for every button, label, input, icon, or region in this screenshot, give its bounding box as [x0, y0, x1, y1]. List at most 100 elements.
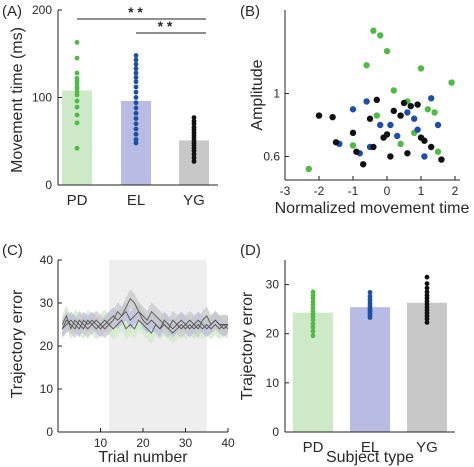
panel-a-point-el — [133, 121, 139, 127]
panel-a-point-el — [133, 84, 139, 90]
panel-b-point-yg — [315, 112, 323, 119]
panel-b-point-el — [434, 121, 442, 129]
panel-a-point-el — [133, 66, 139, 72]
panel-d-point-yg — [424, 320, 430, 325]
panel-b-y-axis-label: Amplitude — [249, 59, 266, 130]
panel-d-y-axis-label: Trajectory error — [239, 291, 256, 400]
panel-b-x-tick-label: 1 — [418, 184, 425, 198]
panel-d-point-yg — [424, 281, 430, 286]
panel-a-point-el — [133, 131, 139, 137]
panel-b-x-tick-label: -2 — [314, 184, 325, 198]
panel-b-point-yg — [353, 148, 360, 155]
panel-b-label: (B) — [240, 3, 260, 20]
panel-b-point-yg — [370, 143, 377, 151]
panel-d-point-pd — [310, 333, 316, 339]
panel-a-point-pd — [74, 98, 80, 104]
panel-b-point-pd — [448, 79, 455, 86]
panel-b-point-el — [363, 98, 370, 105]
panel-d-point-pd — [310, 321, 316, 327]
panel-b-y-tick-label: 1 — [273, 87, 280, 101]
panel-a-y-tick-label: 0 — [45, 178, 52, 192]
panel-a-label: (A) — [2, 3, 22, 20]
panel-b-x-tick-label: -3 — [280, 184, 291, 198]
panel-a-point-pd — [74, 81, 80, 86]
panel-a-category-label: PD — [67, 192, 88, 209]
panel-d-point-pd — [310, 302, 316, 308]
panel-a-point-pd — [74, 145, 80, 151]
panel-b-point-pd — [390, 87, 397, 94]
panel-b-point-el — [404, 109, 411, 116]
panel-c-x-tick-label: 40 — [221, 436, 235, 450]
panel-c-line-yg — [61, 297, 228, 330]
panel-b-point-pd — [377, 32, 384, 39]
panel-b-point-pd — [349, 142, 357, 149]
panel-d-point-pd — [310, 317, 316, 323]
panel-d-point-el — [367, 293, 373, 299]
panel-a-point-yg — [191, 115, 197, 121]
panel-c: (C) 10 20 30 40 0 10 20 30 40 Trajectory error T… — [2, 242, 235, 466]
panel-d-bar-el — [350, 307, 390, 432]
panel-b-point-yg — [329, 113, 336, 121]
panel-d-point-pd — [310, 289, 316, 295]
significance-marker: * * — [158, 18, 173, 34]
panel-d-point-pd — [310, 324, 316, 330]
panel-b-point-yg — [332, 139, 340, 146]
panel-b-point-yg — [349, 129, 357, 137]
panel-b-point-pd — [397, 140, 404, 148]
panel-b-point-el — [387, 121, 394, 129]
panel-a-point-el — [133, 53, 139, 58]
panel-c-y-tick-label: 10 — [40, 382, 54, 396]
panel-a-point-pd — [74, 86, 80, 92]
panel-d-point-pd — [310, 328, 316, 334]
panel-d-y-tick-label: 30 — [266, 278, 280, 292]
panel-b-point-yg — [414, 101, 421, 108]
panel-d: (D) 0 10 20 30 PD EL YG Trajectory error Subj… — [239, 242, 455, 466]
panel-d-y-tick-label: 20 — [266, 327, 280, 341]
panel-a-point-el — [133, 70, 139, 76]
panel-b-x-tick-label: 0 — [384, 184, 391, 198]
panel-a-point-pd — [74, 112, 80, 118]
panel-a-category-label: EL — [127, 192, 145, 209]
panel-a-point-el — [133, 116, 139, 121]
panel-c-y-tick-label: 0 — [46, 425, 53, 439]
panel-c-x-axis-label: Trial number — [98, 449, 188, 466]
panel-c-x-tick-label: 30 — [179, 436, 193, 450]
panel-b-point-yg — [390, 107, 397, 115]
panel-b-point-yg — [428, 143, 435, 151]
panel-b-point-pd — [370, 27, 377, 34]
panel-d-y-tick-label: 0 — [272, 425, 279, 439]
panel-d-point-yg — [424, 289, 430, 295]
panel-a-point-yg — [191, 158, 197, 164]
panel-a-point-pd — [74, 92, 80, 98]
panel-d-point-pd — [310, 295, 316, 301]
panel-a-point-pd — [74, 120, 80, 126]
panel-a-point-pd — [74, 39, 80, 45]
panel-b: (B) -3 -2 -1 0 1 2 0.6 1 Amplitude Normalized m… — [240, 3, 469, 217]
panel-a-point-yg — [191, 148, 197, 154]
panel-b-point-yg — [383, 131, 391, 138]
panel-b-x-tick-label: -1 — [348, 184, 359, 198]
panel-c-y-axis-label: Trajectory error — [9, 289, 26, 398]
panel-d-point-el — [367, 290, 373, 295]
panel-a-point-el — [133, 61, 139, 67]
panel-a-point-el — [133, 79, 139, 85]
panel-d-label: (D) — [240, 242, 261, 259]
panel-b-point-yg — [387, 153, 394, 160]
panel-b-point-pd — [373, 112, 380, 119]
panel-b-point-yg — [397, 112, 404, 119]
panel-c-x-tick-label: 10 — [94, 436, 108, 450]
panel-a-point-pd — [74, 104, 80, 110]
panel-b-point-yg — [438, 156, 445, 163]
panel-b-point-pd — [434, 148, 442, 155]
panel-c-line-el — [61, 310, 229, 330]
panel-a-point-pd — [74, 70, 80, 76]
panel-b-point-pd — [431, 109, 438, 116]
panel-d-category-label: PD — [303, 439, 324, 456]
panel-b-x-axis-label: Normalized movement time — [275, 200, 470, 217]
panel-a-y-tick-label: 200 — [32, 3, 52, 17]
panel-d-point-yg — [424, 274, 430, 280]
panel-a-point-el — [133, 95, 139, 100]
panel-a-point-pd — [74, 55, 80, 61]
panel-a-point-el — [133, 126, 139, 132]
